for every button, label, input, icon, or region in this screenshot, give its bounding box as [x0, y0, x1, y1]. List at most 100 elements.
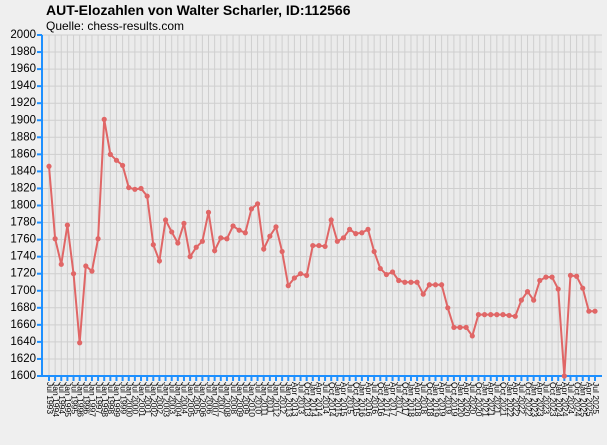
data-point — [46, 163, 52, 169]
x-tick-label: Jul 2016 — [370, 382, 380, 414]
x-tick-label: Jan 2007 — [210, 382, 220, 417]
y-tick-label: 1660 — [10, 319, 36, 331]
data-point — [383, 271, 390, 278]
x-tick-label: Jul 1994 — [57, 382, 67, 414]
x-tick-label: Jul 2019 — [444, 382, 454, 414]
data-point — [58, 261, 64, 267]
data-point — [488, 312, 494, 318]
data-point — [273, 224, 279, 230]
x-tick-label: Jul 2021 — [493, 382, 503, 414]
y-tick-label: 1860 — [10, 148, 36, 160]
data-point — [205, 209, 212, 215]
x-tick-label: Jul 2017 — [394, 382, 404, 414]
data-point — [445, 305, 451, 311]
data-point — [279, 248, 285, 255]
data-point — [561, 373, 567, 379]
x-tick-label: Jul 1998 — [106, 382, 116, 414]
x-tick-label: Apr 2022 — [511, 382, 521, 417]
data-point — [371, 248, 377, 255]
x-tick-label: Jan 2016 — [358, 382, 368, 417]
x-tick-label: Oct 2016 — [376, 382, 386, 417]
x-tick-label: Oct 2023 — [548, 382, 558, 417]
data-point — [254, 201, 261, 207]
x-tick-label: Jan 2023 — [529, 382, 539, 417]
x-tick-label: Apr 2025 — [585, 382, 595, 417]
data-point — [297, 271, 304, 277]
x-tick-label: Jul 2001 — [143, 382, 153, 414]
data-point — [322, 243, 328, 250]
x-tick-label: Jan 2012 — [272, 382, 282, 417]
y-tick-label: 1800 — [10, 200, 36, 212]
data-point — [555, 286, 561, 292]
data-point — [567, 272, 574, 279]
x-tick-label: Jul 2012 — [278, 382, 288, 414]
data-point — [261, 246, 267, 252]
x-tick-label: Apr 2019 — [437, 382, 447, 417]
x-tick-label: Jan 1999 — [112, 382, 122, 417]
x-tick-label: Jul 2013 — [296, 382, 306, 414]
data-point — [531, 297, 537, 303]
y-tick-label: 1740 — [10, 251, 36, 263]
y-tick-label: 1640 — [10, 336, 36, 348]
x-tick-label: Jul 2009 — [241, 382, 251, 414]
x-tick-label: Jul 2006 — [204, 382, 214, 414]
data-point — [156, 258, 163, 264]
x-tick-label: Jul 1997 — [94, 382, 104, 414]
x-tick-label: Jan 2005 — [186, 382, 196, 417]
x-tick-label: Jul 2002 — [155, 382, 165, 414]
data-point — [285, 283, 291, 289]
data-point — [580, 285, 586, 291]
data-point — [365, 226, 371, 232]
x-tick-label: Jul 2000 — [131, 382, 141, 414]
data-point — [248, 206, 255, 212]
data-point — [506, 312, 512, 319]
y-tick-label: 1700 — [10, 285, 36, 297]
x-tick-label: Oct 2019 — [450, 382, 460, 417]
x-tick-label: Jan 2013 — [284, 382, 294, 417]
y-tick-label: 2000 — [10, 29, 36, 41]
data-point — [150, 242, 156, 248]
x-tick-label: Jul 2020 — [468, 382, 478, 414]
data-point — [512, 313, 518, 319]
data-point — [451, 324, 457, 331]
x-tick-label: Jul 1993 — [45, 382, 55, 414]
x-tick-label: Jul 1996 — [82, 382, 92, 414]
data-point — [101, 116, 107, 122]
data-point — [193, 244, 199, 250]
data-point — [340, 235, 347, 241]
chart-subtitle: Quelle: chess-results.com — [46, 19, 184, 33]
x-tick-label: Oct 2015 — [351, 382, 361, 417]
x-tick-label: Apr 2013 — [290, 382, 300, 417]
data-point — [494, 312, 500, 318]
data-point — [138, 185, 144, 192]
x-tick-label: Jan 2024 — [554, 382, 564, 417]
x-tick-label: Jan 1997 — [88, 382, 98, 417]
x-tick-label: Jan 2000 — [125, 382, 135, 417]
data-point — [242, 230, 248, 236]
x-tick-label: Jul 2004 — [180, 382, 190, 414]
data-point — [70, 271, 77, 277]
x-tick-label: Jan 1998 — [100, 382, 110, 417]
y-tick-label: 1980 — [10, 46, 36, 58]
data-point — [573, 273, 580, 279]
x-tick-label: Jan 2014 — [309, 382, 319, 417]
data-point — [518, 297, 524, 303]
y-tick-label: 1880 — [10, 131, 36, 143]
data-point — [144, 193, 150, 199]
data-point — [181, 220, 187, 227]
data-point — [52, 236, 58, 242]
data-point — [187, 254, 193, 260]
x-tick-label: Apr 2020 — [462, 382, 472, 417]
data-point — [77, 340, 83, 346]
data-point — [236, 227, 242, 233]
x-tick-label: Jan 2003 — [161, 382, 171, 417]
y-tick-label: 1720 — [10, 268, 36, 280]
data-point — [414, 279, 420, 285]
data-point — [439, 282, 445, 288]
data-point — [481, 312, 488, 318]
data-point — [169, 229, 175, 235]
data-point — [396, 277, 402, 284]
y-tick-label: 1600 — [10, 370, 36, 382]
x-tick-label: Jul 2015 — [345, 382, 355, 414]
data-point — [432, 282, 439, 288]
